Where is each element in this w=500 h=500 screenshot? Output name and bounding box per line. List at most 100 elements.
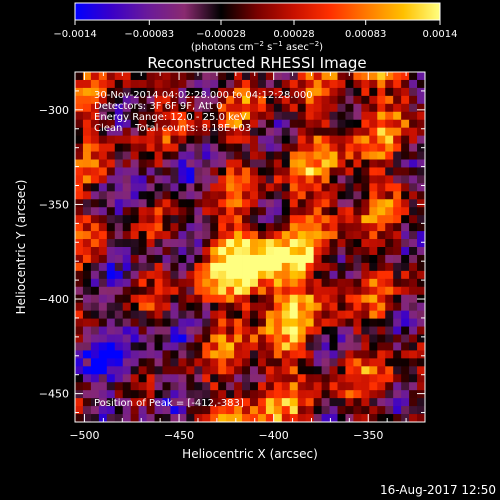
heatmap-cell: [361, 95, 370, 105]
heatmap-cell: [178, 127, 187, 137]
heatmap-cell: [281, 135, 291, 144]
heatmap-cell: [321, 254, 330, 264]
heatmap-cell: [178, 382, 187, 391]
heatmap-cell: [138, 207, 147, 216]
heatmap-cell: [377, 390, 386, 399]
heatmap-cell: [273, 350, 283, 359]
heatmap-cell: [178, 390, 187, 399]
heatmap-cell: [75, 72, 84, 81]
heatmap-cell: [401, 207, 410, 216]
heatmap-cell: [305, 342, 315, 351]
heatmap-cell: [75, 326, 84, 335]
heatmap-cell: [369, 95, 378, 105]
heatmap-cell: [250, 374, 259, 383]
heatmap-cell: [162, 72, 171, 81]
heatmap-cell: [218, 270, 227, 280]
heatmap-cell: [361, 151, 370, 160]
heatmap-cell: [90, 239, 100, 248]
heatmap-cell: [170, 270, 179, 280]
heatmap-cell: [98, 286, 108, 296]
heatmap-cell: [234, 239, 243, 248]
heatmap-cell: [353, 199, 362, 208]
heatmap-cell: [257, 231, 267, 240]
heatmap-cell: [369, 318, 378, 327]
heatmap-cell: [106, 262, 116, 272]
heatmap-cell: [250, 270, 259, 280]
heatmap-cell: [130, 207, 140, 216]
heatmap-cell: [329, 374, 338, 383]
heatmap-cell: [178, 199, 187, 208]
heatmap-cell: [210, 79, 219, 89]
heatmap-cell: [130, 95, 140, 105]
heatmap-cell: [273, 79, 283, 89]
heatmap-cell: [393, 79, 402, 89]
heatmap-cell: [321, 119, 330, 129]
heatmap-cell: [146, 119, 155, 129]
heatmap-cell: [345, 334, 354, 343]
heatmap-cell: [162, 342, 171, 351]
heatmap-cell: [75, 247, 84, 256]
heatmap-cell: [329, 159, 338, 168]
heatmap-cell: [409, 382, 418, 391]
heatmap-cell: [353, 79, 362, 89]
heatmap-cell: [281, 199, 291, 208]
heatmap-cell: [210, 342, 219, 351]
heatmap-cell: [417, 103, 425, 113]
heatmap-cell: [329, 247, 338, 256]
heatmap-cell: [313, 374, 322, 383]
heatmap-cell: [106, 374, 116, 383]
heatmap-cell: [106, 366, 116, 375]
heatmap-cell: [122, 262, 132, 272]
heatmap-cell: [122, 239, 132, 248]
heatmap-cell: [114, 151, 124, 160]
heatmap-cell: [377, 302, 386, 312]
heatmap-cell: [377, 382, 386, 391]
heatmap-cell: [170, 286, 179, 296]
heatmap-cell: [154, 334, 163, 343]
heatmap-cell: [234, 302, 243, 312]
heatmap-cell: [162, 318, 171, 327]
heatmap-cell: [257, 247, 267, 256]
heatmap-cell: [98, 326, 108, 335]
heatmap-cell: [178, 183, 187, 192]
heatmap-cell: [250, 262, 259, 272]
heatmap-cell: [90, 414, 100, 422]
heatmap-cell: [273, 127, 283, 137]
heatmap-cell: [90, 119, 100, 129]
heatmap-cell: [218, 87, 227, 97]
heatmap-cell: [234, 294, 243, 304]
heatmap-cell: [122, 254, 132, 264]
heatmap-cell: [202, 406, 211, 415]
heatmap-cell: [75, 334, 84, 343]
heatmap-cell: [82, 111, 92, 121]
heatmap-cell: [417, 247, 425, 256]
heatmap-cell: [321, 72, 330, 81]
heatmap-cell: [122, 398, 132, 407]
heatmap-cell: [289, 239, 299, 248]
heatmap-cell: [257, 151, 267, 160]
heatmap-cell: [202, 119, 211, 129]
heatmap-cell: [257, 135, 267, 144]
heatmap-cell: [162, 103, 171, 113]
heatmap-cell: [345, 143, 354, 152]
heatmap-cell: [170, 95, 179, 105]
heatmap-cell: [401, 294, 410, 304]
heatmap-cell: [138, 119, 147, 129]
heatmap-cell: [106, 294, 116, 304]
heatmap-cell: [417, 207, 425, 216]
heatmap-cell: [90, 151, 100, 160]
heatmap-cell: [226, 278, 235, 288]
heatmap-cell: [417, 382, 425, 391]
heatmap-cell: [218, 262, 227, 272]
heatmap-cell: [353, 294, 362, 304]
heatmap-cell: [281, 374, 291, 383]
heatmap-cell: [250, 302, 259, 312]
heatmap-cell: [114, 326, 124, 335]
heatmap-cell: [353, 95, 362, 105]
heatmap-cell: [289, 310, 299, 319]
heatmap-cell: [257, 406, 267, 415]
heatmap-cell: [289, 231, 299, 240]
heatmap-cell: [337, 207, 346, 216]
heatmap-cell: [369, 72, 378, 81]
heatmap-cell: [377, 119, 386, 129]
